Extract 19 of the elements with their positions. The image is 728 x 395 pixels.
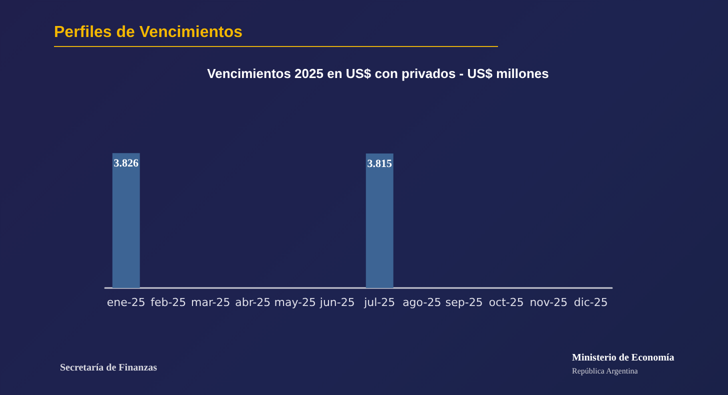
x-tick-label: sep-25 (445, 296, 483, 309)
x-tick-label: ene-25 (106, 296, 146, 309)
x-tick-label: feb-25 (150, 296, 186, 309)
x-tick-label: ago-25 (402, 296, 442, 309)
data-label: 3.826 (114, 158, 139, 170)
x-tick-label: may-25 (274, 296, 316, 309)
x-tick-label: nov-25 (530, 296, 568, 309)
chart-subtitle: Vencimientos 2025 en US$ con privados - US$ millones (207, 66, 549, 81)
x-tick-label: jul-25 (363, 296, 396, 309)
chart-title: Perfiles de Vencimientos (54, 24, 498, 47)
text: Ministerio de Economía (572, 352, 674, 364)
x-tick-label: abr-25 (235, 296, 271, 309)
x-tick-label: mar-25 (191, 296, 230, 309)
x-tick-label: dic-25 (574, 296, 608, 309)
text: República Argentina (572, 366, 638, 376)
data-label: 3.815 (367, 158, 392, 170)
text: Secretaría de Finanzas (60, 362, 158, 374)
x-tick-label: oct-25 (488, 296, 524, 309)
x-tick-label: jun-25 (318, 296, 355, 309)
